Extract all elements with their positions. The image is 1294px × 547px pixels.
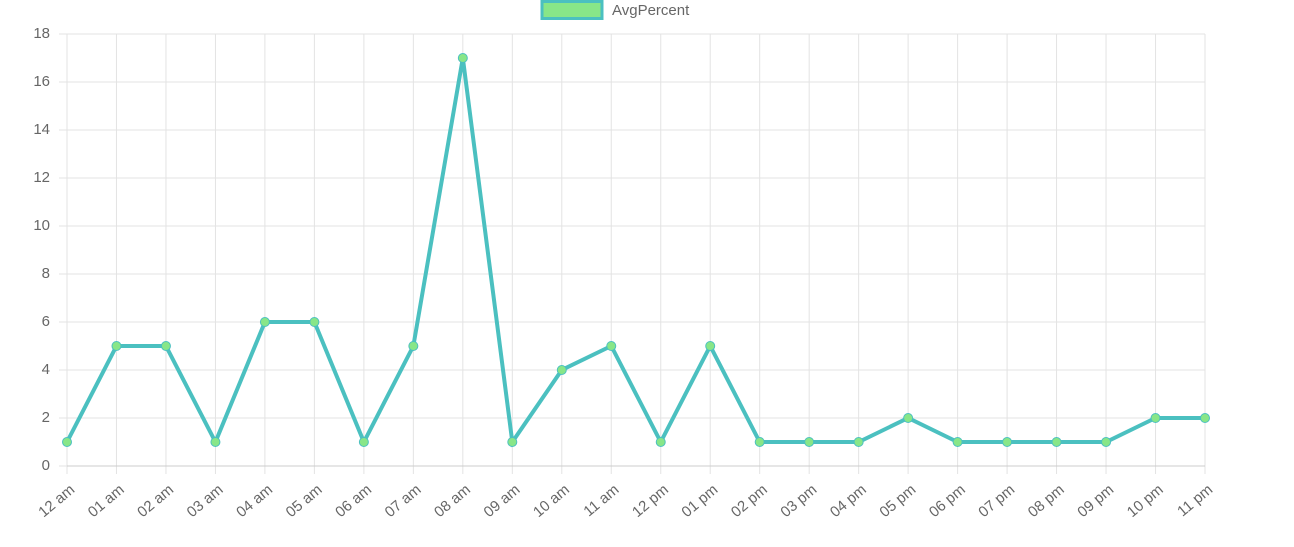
y-tick-label: 18 [33, 25, 50, 42]
point [853, 437, 864, 447]
x-tick-label: 03 am [184, 481, 227, 521]
x-tick-label: 01 am [85, 481, 128, 521]
point [754, 437, 765, 447]
line [65, 57, 1205, 448]
point [457, 53, 468, 63]
point [507, 437, 518, 447]
y-tick-label: 16 [33, 73, 50, 90]
x-tick-label: 09 am [481, 481, 524, 521]
legend-swatch [540, 0, 604, 20]
y-tick-label: 6 [42, 313, 50, 330]
x-tick-label: 08 pm [1025, 481, 1068, 521]
x-tick-label: 09 pm [1074, 481, 1117, 521]
point [804, 437, 815, 447]
point [358, 437, 369, 447]
y-tick-label: 0 [42, 457, 50, 474]
x-tick-label: 12 pm [629, 481, 672, 521]
x-tick-label: 10 pm [1124, 481, 1167, 521]
y-tick-label: 2 [42, 409, 50, 426]
point [408, 341, 419, 351]
point [1150, 413, 1161, 423]
point [606, 341, 617, 351]
point [111, 341, 122, 351]
point [903, 413, 914, 423]
x-tick-label: 02 pm [728, 481, 771, 521]
point [655, 437, 666, 447]
legend-label: AvgPercent [612, 2, 690, 19]
x-tick-label: 04 am [233, 481, 276, 521]
point [1051, 437, 1062, 447]
point [210, 437, 221, 447]
point [556, 365, 567, 375]
point [1101, 437, 1112, 447]
point [62, 437, 72, 447]
x-tick-label: 11 am [580, 481, 622, 520]
x-tick-label: 07 am [382, 481, 425, 521]
y-tick-label: 10 [33, 217, 50, 234]
y-tick-label: 8 [42, 265, 50, 282]
x-tick-label: 06 pm [926, 481, 969, 521]
x-tick-label: 10 am [530, 481, 573, 521]
x-tick-label: 01 pm [678, 481, 721, 521]
x-tick-label: 06 am [332, 481, 375, 521]
y-tick-label: 14 [33, 121, 50, 138]
point [1200, 413, 1210, 423]
y-tick-label: 4 [42, 361, 50, 378]
x-tick-label: 04 pm [827, 481, 870, 521]
x-tick-label: 08 am [431, 481, 474, 521]
x-tick-label: 12 am [35, 481, 78, 521]
x-tick-label: 07 pm [975, 481, 1018, 521]
point [705, 341, 716, 351]
x-tick-label: 05 am [283, 481, 326, 521]
point [259, 317, 270, 327]
point [160, 341, 171, 351]
x-tick-label: 11 pm [1174, 481, 1216, 520]
x-tick-label: 03 pm [777, 481, 820, 521]
x-tick-label: 02 am [134, 481, 177, 521]
y-tick-label: 12 [33, 169, 50, 186]
point [309, 317, 320, 327]
x-tick-label: 05 pm [876, 481, 919, 521]
point [1002, 437, 1013, 447]
point [952, 437, 963, 447]
